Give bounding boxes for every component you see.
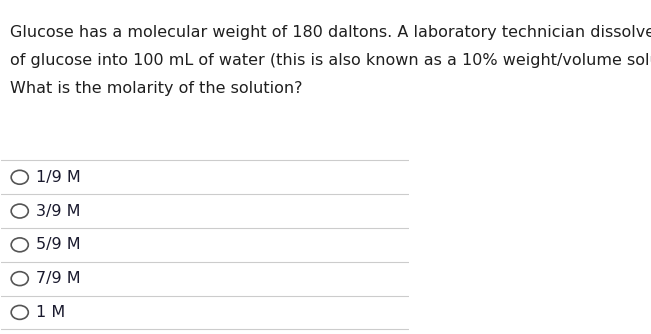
Text: 1 M: 1 M: [36, 305, 65, 320]
Text: 5/9 M: 5/9 M: [36, 237, 81, 253]
Text: 3/9 M: 3/9 M: [36, 203, 81, 218]
Text: 7/9 M: 7/9 M: [36, 271, 81, 286]
Text: 1/9 M: 1/9 M: [36, 170, 81, 185]
Text: of glucose into 100 mL of water (this is also known as a 10% weight/volume solut: of glucose into 100 mL of water (this is…: [10, 53, 651, 68]
Text: Glucose has a molecular weight of 180 daltons. A laboratory technician dissolves: Glucose has a molecular weight of 180 da…: [10, 25, 651, 39]
Text: What is the molarity of the solution?: What is the molarity of the solution?: [10, 81, 302, 96]
